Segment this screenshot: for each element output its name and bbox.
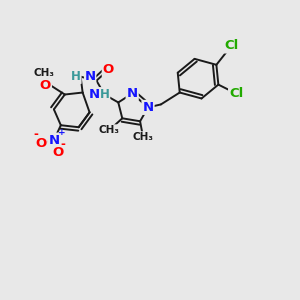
Text: O: O [40,79,51,92]
Text: H: H [71,70,81,83]
Text: Cl: Cl [229,87,243,100]
Text: CH₃: CH₃ [34,68,55,78]
Text: Cl: Cl [224,40,238,52]
Text: N: N [85,70,96,83]
Text: CH₃: CH₃ [133,132,154,142]
Text: H: H [100,88,110,101]
Text: CH₃: CH₃ [99,125,120,135]
Text: O: O [103,63,114,76]
Text: O: O [52,146,64,160]
Text: O: O [35,136,46,150]
Text: N: N [142,101,154,114]
Text: N: N [127,87,138,100]
Text: +: + [58,128,65,137]
Text: -: - [33,128,38,141]
Text: N: N [88,88,100,101]
Text: -: - [61,138,66,151]
Text: N: N [48,134,59,147]
